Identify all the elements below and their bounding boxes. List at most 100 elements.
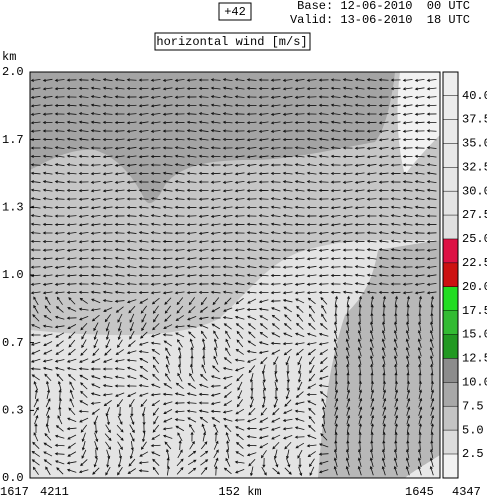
wind-arrow <box>258 350 269 355</box>
wind-arrow <box>318 206 329 210</box>
wind-arrow <box>370 312 374 323</box>
wind-arrow <box>115 392 125 397</box>
wind-arrow <box>234 222 245 227</box>
wind-arrow <box>138 231 149 235</box>
wind-arrow <box>43 315 52 321</box>
wind-arrow <box>234 418 245 422</box>
wind-arrow <box>102 189 113 193</box>
wind-arrow <box>150 393 161 397</box>
wind-arrow <box>126 265 137 269</box>
wind-arrow <box>90 137 101 141</box>
wind-arrow <box>318 240 329 244</box>
wind-arrow <box>190 346 194 357</box>
wind-arrow <box>190 355 194 366</box>
wind-arrow <box>200 373 208 381</box>
wind-arrow <box>129 330 135 340</box>
wind-arrow <box>42 291 53 295</box>
wind-arrow <box>78 273 89 278</box>
wind-arrow <box>282 146 293 150</box>
wind-arrow <box>430 423 434 434</box>
wind-arrow <box>390 256 401 260</box>
wind-arrow <box>234 358 245 362</box>
wind-arrow <box>366 189 377 193</box>
wind-arrow <box>273 398 278 408</box>
wind-arrow <box>270 87 281 91</box>
wind-arrow <box>90 248 101 252</box>
wind-arrow <box>318 342 329 346</box>
wind-arrow <box>430 440 434 451</box>
wind-arrow <box>236 441 244 449</box>
wind-arrow <box>366 180 377 184</box>
wind-arrow <box>306 223 317 227</box>
wind-arrow <box>334 389 339 399</box>
wind-arrow <box>90 120 101 124</box>
wind-arrow <box>174 291 185 295</box>
wind-arrow <box>114 129 125 133</box>
wind-arrow <box>127 468 136 474</box>
wind-arrow <box>322 414 326 425</box>
wind-arrow <box>429 448 434 459</box>
wind-arrow <box>66 163 77 167</box>
wind-arrow <box>307 348 316 356</box>
wind-arrow <box>66 282 77 286</box>
wind-arrow <box>378 172 389 176</box>
wind-arrow <box>90 154 101 159</box>
wind-arrow <box>406 380 410 391</box>
wind-arrow <box>246 214 257 218</box>
wind-arrow <box>210 146 221 150</box>
wind-arrow <box>345 465 350 476</box>
wind-arrow <box>93 415 99 425</box>
wind-arrow <box>186 112 197 116</box>
wind-arrow <box>270 256 281 260</box>
wind-arrow <box>381 355 386 365</box>
wind-arrow <box>174 410 185 414</box>
wind-arrow <box>318 197 329 201</box>
wind-arrow <box>330 206 341 210</box>
wind-arrow <box>162 282 173 286</box>
wind-arrow <box>318 146 329 150</box>
wind-arrow <box>222 206 233 210</box>
wind-arrow <box>429 338 434 348</box>
wind-arrow <box>334 304 338 315</box>
wind-arrow <box>93 330 98 341</box>
wind-arrow <box>138 112 149 116</box>
wind-arrow <box>382 414 387 425</box>
wind-arrow <box>406 397 411 408</box>
wind-arrow <box>54 315 65 320</box>
wind-arrow <box>234 103 245 107</box>
wind-arrow <box>199 416 208 423</box>
wind-arrow <box>30 188 41 192</box>
wind-arrow <box>42 231 53 235</box>
wind-arrow <box>198 248 209 252</box>
y-tick-label: 1.3 <box>2 201 24 215</box>
wind-arrow <box>187 417 197 423</box>
wind-arrow <box>247 340 256 347</box>
wind-arrow <box>105 339 111 349</box>
wind-arrow <box>186 188 197 192</box>
wind-arrow <box>150 214 161 218</box>
wind-arrow <box>426 214 437 218</box>
wind-arrow <box>78 120 89 124</box>
wind-arrow <box>370 295 374 306</box>
wind-arrow <box>126 290 137 294</box>
wind-arrow <box>162 87 173 91</box>
wind-arrow <box>58 406 62 417</box>
wind-arrow <box>222 197 233 201</box>
wind-arrow <box>294 426 305 431</box>
wind-arrow <box>283 332 293 338</box>
wind-arrow <box>150 282 161 286</box>
wind-arrow <box>102 273 113 277</box>
wind-arrow <box>354 78 365 82</box>
wind-arrow <box>152 458 160 466</box>
wind-arrow <box>342 154 353 159</box>
colorbar-label: 40.0 <box>462 89 487 103</box>
wind-arrow <box>54 443 65 447</box>
wind-arrow <box>345 448 350 459</box>
wind-arrow <box>78 367 89 371</box>
wind-arrow <box>54 78 65 82</box>
wind-arrow <box>271 349 281 355</box>
wind-arrow <box>66 206 77 210</box>
wind-arrow <box>417 465 422 476</box>
wind-arrow <box>417 355 422 365</box>
wind-arrow <box>126 95 137 99</box>
